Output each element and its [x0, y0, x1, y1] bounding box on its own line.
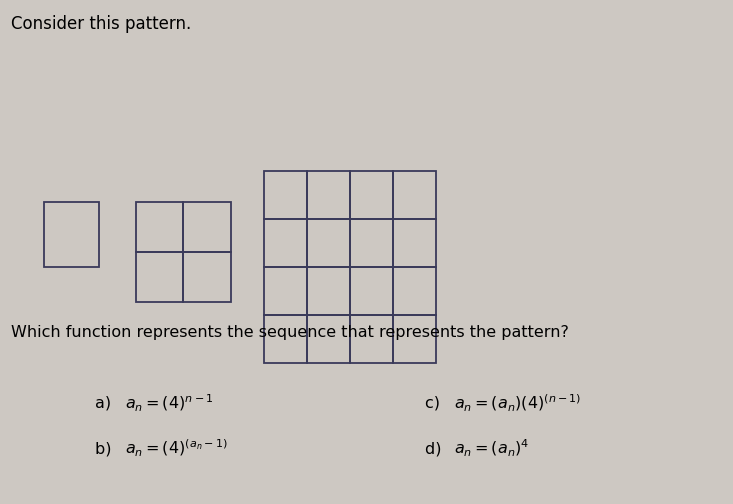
Bar: [183, 252, 231, 302]
Text: Which function represents the sequence that represents the pattern?: Which function represents the sequence t…: [11, 325, 569, 340]
Text: $a_n = (a_n)(4)^{(n-1)}$: $a_n = (a_n)(4)^{(n-1)}$: [454, 393, 582, 414]
Bar: [136, 252, 183, 302]
Bar: [393, 219, 436, 267]
Bar: [264, 267, 307, 315]
Text: $a_n = (a_n)^4$: $a_n = (a_n)^4$: [454, 438, 530, 459]
Bar: [350, 219, 393, 267]
Text: d): d): [425, 441, 447, 456]
Text: a): a): [95, 396, 117, 411]
Bar: [393, 171, 436, 219]
Text: b): b): [95, 441, 117, 456]
Bar: [44, 202, 99, 267]
Bar: [307, 315, 350, 363]
Bar: [307, 171, 350, 219]
Bar: [307, 267, 350, 315]
Bar: [350, 267, 393, 315]
Bar: [264, 315, 307, 363]
Bar: [264, 219, 307, 267]
Bar: [393, 267, 436, 315]
Bar: [350, 171, 393, 219]
Text: c): c): [425, 396, 445, 411]
Bar: [307, 219, 350, 267]
Text: Consider this pattern.: Consider this pattern.: [11, 15, 191, 33]
Bar: [136, 202, 183, 252]
Bar: [350, 315, 393, 363]
Bar: [183, 202, 231, 252]
Bar: [264, 171, 307, 219]
Text: $a_n = (4)^{n-1}$: $a_n = (4)^{n-1}$: [125, 393, 213, 414]
Text: $a_n = (4)^{(a_n-1)}$: $a_n = (4)^{(a_n-1)}$: [125, 438, 227, 459]
Bar: [393, 315, 436, 363]
